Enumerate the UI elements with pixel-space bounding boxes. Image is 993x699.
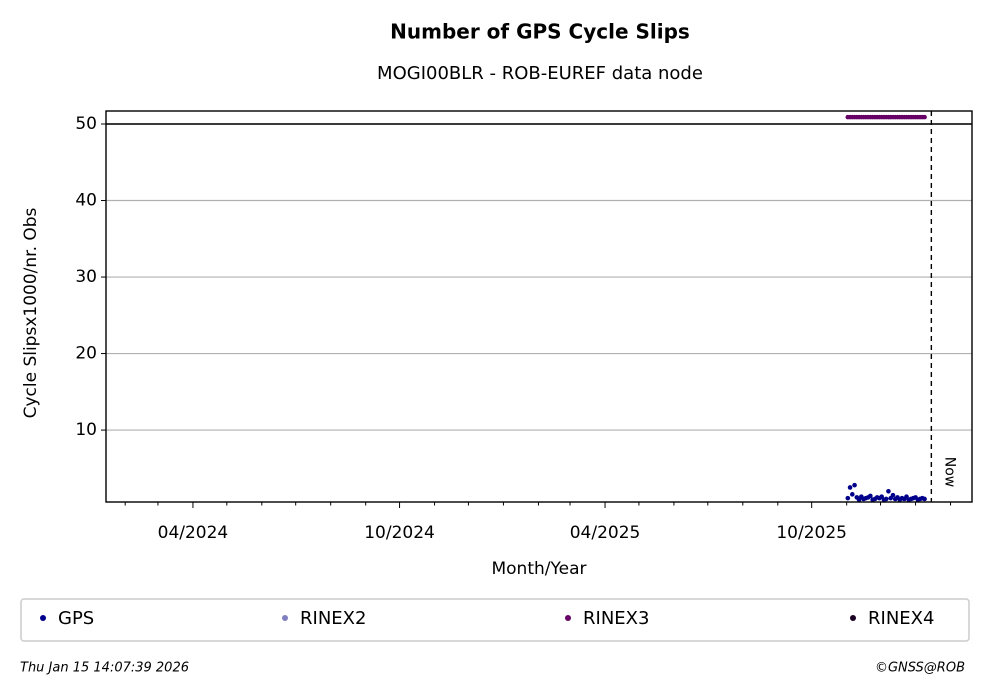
chart-subtitle: MOGI00BLR - ROB-EUREF data node: [377, 63, 703, 84]
legend-box: [20, 598, 970, 642]
data-point: [890, 492, 896, 498]
legend-label: GPS: [58, 608, 94, 629]
legend-marker: [282, 615, 288, 621]
footer-timestamp: Thu Jan 15 14:07:39 2026: [20, 661, 189, 676]
legend-marker: [40, 615, 46, 621]
x-tick-label: 10/2024: [364, 523, 435, 543]
x-tick-label: 04/2024: [158, 523, 229, 543]
x-tick-label: 10/2025: [776, 523, 847, 543]
data-point: [922, 496, 927, 502]
legend-label: RINEX4: [868, 608, 934, 629]
y-tick-label: 10: [75, 420, 97, 440]
plot-frame: [105, 110, 973, 503]
data-point: [852, 482, 857, 488]
data-point: [847, 485, 853, 490]
chart-title: Number of GPS Cycle Slips: [390, 20, 690, 44]
footer-credit: ©GNSS@ROB: [875, 661, 965, 676]
y-tick-label: 40: [75, 191, 97, 211]
x-axis-label: Month/Year: [491, 559, 586, 579]
legend-marker: [565, 615, 571, 621]
legend-label: RINEX3: [583, 608, 649, 629]
data-point: [845, 495, 851, 501]
x-tick-label: 04/2025: [570, 523, 641, 543]
data-point: [868, 493, 873, 499]
now-label: Now: [941, 457, 957, 488]
data-point: [922, 114, 927, 120]
data-point: [850, 492, 855, 497]
y-tick-label: 20: [75, 344, 97, 364]
data-point: [886, 488, 891, 494]
y-axis-label: Cycle Slipsx1000/nr. Obs: [21, 207, 41, 418]
legend-marker: [850, 615, 856, 621]
legend-label: RINEX2: [300, 608, 366, 629]
y-tick-label: 50: [75, 114, 97, 134]
y-tick-label: 30: [75, 267, 97, 287]
data-point: [883, 496, 889, 502]
